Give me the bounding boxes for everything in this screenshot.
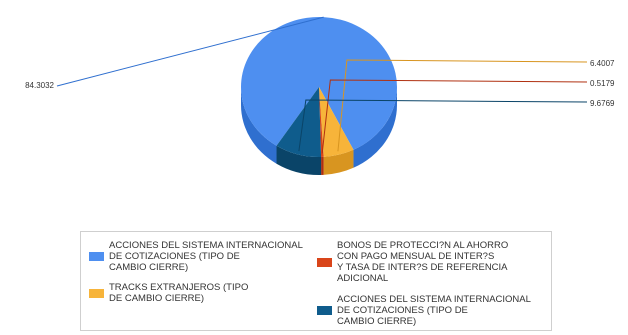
chart-legend: ACCIONES DEL SISTEMA INTERNACIONAL DE COT… xyxy=(80,231,552,331)
pie-slice-2[interactable] xyxy=(319,87,324,157)
legend-label-2: BONOS DE PROTECCI?N AL AHORRO CON PAGO ME… xyxy=(337,240,509,284)
legend-item-0[interactable]: ACCIONES DEL SISTEMA INTERNACIONAL DE COT… xyxy=(89,240,303,273)
pie-slice-3[interactable] xyxy=(276,87,322,157)
slice-side-0 xyxy=(353,87,397,168)
legend-item-1[interactable]: TRACKS EXTRANJEROS (TIPO DE CAMBIO CIERRE… xyxy=(89,282,248,304)
pie-slices xyxy=(241,16,397,157)
pie-depth xyxy=(241,87,397,175)
leader-line-3 xyxy=(298,99,588,152)
legend-swatch-3 xyxy=(317,306,332,315)
legend-swatch-2 xyxy=(317,257,332,267)
leader-line-2 xyxy=(321,79,588,154)
legend-label-0: ACCIONES DEL SISTEMA INTERNACIONAL DE COT… xyxy=(109,240,303,273)
legend-label-3: ACCIONES DEL SISTEMA INTERNACIONAL DE COT… xyxy=(337,294,531,327)
slice-side-0 xyxy=(241,87,277,164)
legend-swatch-0 xyxy=(89,252,104,261)
leader-line-1 xyxy=(337,59,588,152)
slice-side-1 xyxy=(323,149,354,175)
leader-lines xyxy=(56,16,588,154)
data-label-2: 0.5179 xyxy=(590,79,615,88)
legend-label-1: TRACKS EXTRANJEROS (TIPO DE CAMBIO CIERRE… xyxy=(109,282,249,304)
data-label-0: 84.3032 xyxy=(25,81,54,90)
data-labels: 84.3032 6.4007 0.5179 9.6769 xyxy=(25,59,615,108)
pie-slice-0[interactable] xyxy=(241,16,397,150)
legend-item-2[interactable]: BONOS DE PROTECCI?N AL AHORRO CON PAGO ME… xyxy=(317,240,508,284)
leader-line-0 xyxy=(56,16,324,87)
pie-chart: 84.3032 6.4007 0.5179 9.6769 xyxy=(25,16,615,175)
data-label-1: 6.4007 xyxy=(590,59,615,68)
slice-side-3 xyxy=(276,145,322,175)
data-label-3: 9.6769 xyxy=(590,99,615,108)
slice-side-2 xyxy=(321,156,324,175)
legend-item-3[interactable]: ACCIONES DEL SISTEMA INTERNACIONAL DE COT… xyxy=(317,294,531,327)
legend-swatch-1 xyxy=(89,288,104,298)
